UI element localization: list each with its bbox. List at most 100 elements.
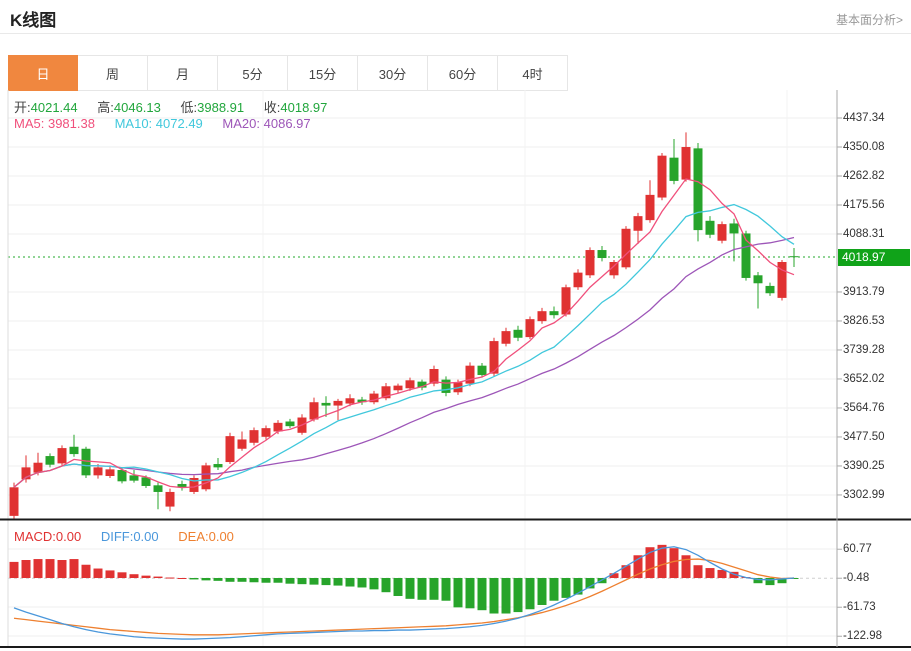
macd-bar — [261, 578, 271, 583]
macd-bar — [489, 578, 499, 614]
candle-body — [633, 216, 643, 231]
macd-bar — [441, 578, 451, 601]
tab-日[interactable]: 日 — [8, 55, 78, 91]
macd-bar — [57, 560, 67, 578]
tab-月[interactable]: 月 — [148, 55, 218, 91]
macd-bar — [777, 578, 787, 584]
candle-body — [681, 147, 691, 180]
axis-tick-label: 3826.53 — [843, 314, 885, 327]
ma10-line — [13, 203, 795, 488]
ma-legend: MA5: 3981.38 MA10: 4072.49 MA20: 4086.97 — [14, 116, 327, 131]
tab-4时[interactable]: 4时 — [498, 55, 568, 91]
candle-body — [729, 223, 739, 234]
axis-tick-label: -122.98 — [843, 630, 883, 643]
tab-周[interactable]: 周 — [78, 55, 148, 91]
close-label: 收: — [263, 100, 281, 115]
candle-body — [165, 491, 175, 507]
candle-body — [261, 428, 271, 437]
axis-tick-label: 60.77 — [843, 543, 872, 556]
macd-bar — [69, 559, 79, 578]
candle-body — [249, 430, 259, 443]
macd-bar — [321, 578, 331, 586]
macd-bar — [165, 577, 175, 579]
macd-value: 0.00 — [55, 529, 82, 544]
macd-bar — [369, 578, 379, 590]
candle-body — [381, 386, 391, 399]
ma5-line — [13, 178, 795, 489]
candle-body — [597, 250, 607, 259]
axis-tick-label: 3390.25 — [843, 459, 885, 472]
candle-body — [105, 469, 115, 477]
macd-bar — [345, 578, 355, 587]
candle-body — [213, 464, 223, 468]
axis-tick-label: 3913.79 — [843, 285, 885, 298]
axis-tick-label: 3477.50 — [843, 430, 885, 443]
macd-bar — [9, 561, 19, 578]
macd-bar — [225, 578, 235, 582]
candle-body — [309, 402, 319, 420]
macd-bar — [381, 578, 391, 593]
high-label: 高: — [97, 100, 114, 115]
page-title: K线图 — [10, 11, 57, 30]
ma20-line — [13, 236, 795, 488]
candle-body — [549, 311, 559, 316]
candle-body — [93, 467, 103, 476]
candle-body — [477, 365, 487, 375]
macd-bar — [705, 568, 715, 578]
dea-line — [13, 558, 795, 636]
tab-5分[interactable]: 5分 — [218, 55, 288, 91]
macd-bar — [549, 578, 559, 601]
candle-body — [513, 329, 523, 338]
macd-bar — [309, 578, 319, 585]
candle-body — [573, 272, 583, 288]
candle-body — [273, 422, 283, 432]
axis-tick-label: 4437.34 — [843, 112, 885, 124]
macd-bar — [297, 578, 307, 585]
macd-bar — [105, 570, 115, 578]
candle-body — [201, 465, 211, 490]
macd-bar — [585, 578, 595, 589]
candle-body — [369, 393, 379, 403]
candle-body — [321, 402, 331, 406]
macd-bar — [213, 578, 223, 581]
close-value: 4018.97 — [280, 100, 328, 115]
macd-legend: MACD:0.00 DIFF:0.00 DEA:0.00 — [14, 529, 250, 544]
macd-bar — [357, 578, 367, 588]
candle-body — [345, 398, 355, 404]
ma20-label: MA20: — [222, 116, 260, 131]
macd-bar — [405, 578, 415, 599]
macd-bar — [333, 578, 343, 586]
ma10-value: 4072.49 — [155, 116, 203, 131]
macd-bar — [117, 572, 127, 578]
macd-bar — [273, 578, 283, 583]
diff-label: DIFF: — [100, 529, 134, 544]
tab-30分[interactable]: 30分 — [358, 55, 428, 91]
macd-bar — [645, 547, 655, 578]
macd-bar — [201, 578, 211, 581]
macd-bar — [141, 575, 151, 578]
candle-body — [237, 439, 247, 449]
macd-bar — [681, 555, 691, 578]
candle-body — [429, 369, 439, 384]
macd-bar — [249, 578, 259, 583]
candle-body — [81, 448, 91, 476]
tab-60分[interactable]: 60分 — [428, 55, 498, 91]
candle-body — [789, 256, 799, 258]
fundamental-analysis-link[interactable]: 基本面分析> — [835, 13, 903, 27]
macd-bar — [501, 578, 511, 614]
candle-body — [153, 485, 163, 492]
macd-bar — [429, 578, 439, 600]
axis-tick-label: 3302.99 — [843, 488, 885, 501]
macd-bar — [453, 578, 463, 608]
tab-15分[interactable]: 15分 — [288, 55, 358, 91]
macd-bar — [465, 578, 475, 609]
candle-body — [609, 262, 619, 276]
candle-body — [525, 319, 535, 338]
axis-tick-label: 3652.02 — [843, 372, 885, 385]
macd-bar — [669, 548, 679, 578]
candle-body — [705, 220, 715, 235]
axis-tick-label: 3564.76 — [843, 401, 885, 414]
ma5-value: 3981.38 — [47, 116, 95, 131]
macd-bar — [45, 559, 55, 578]
